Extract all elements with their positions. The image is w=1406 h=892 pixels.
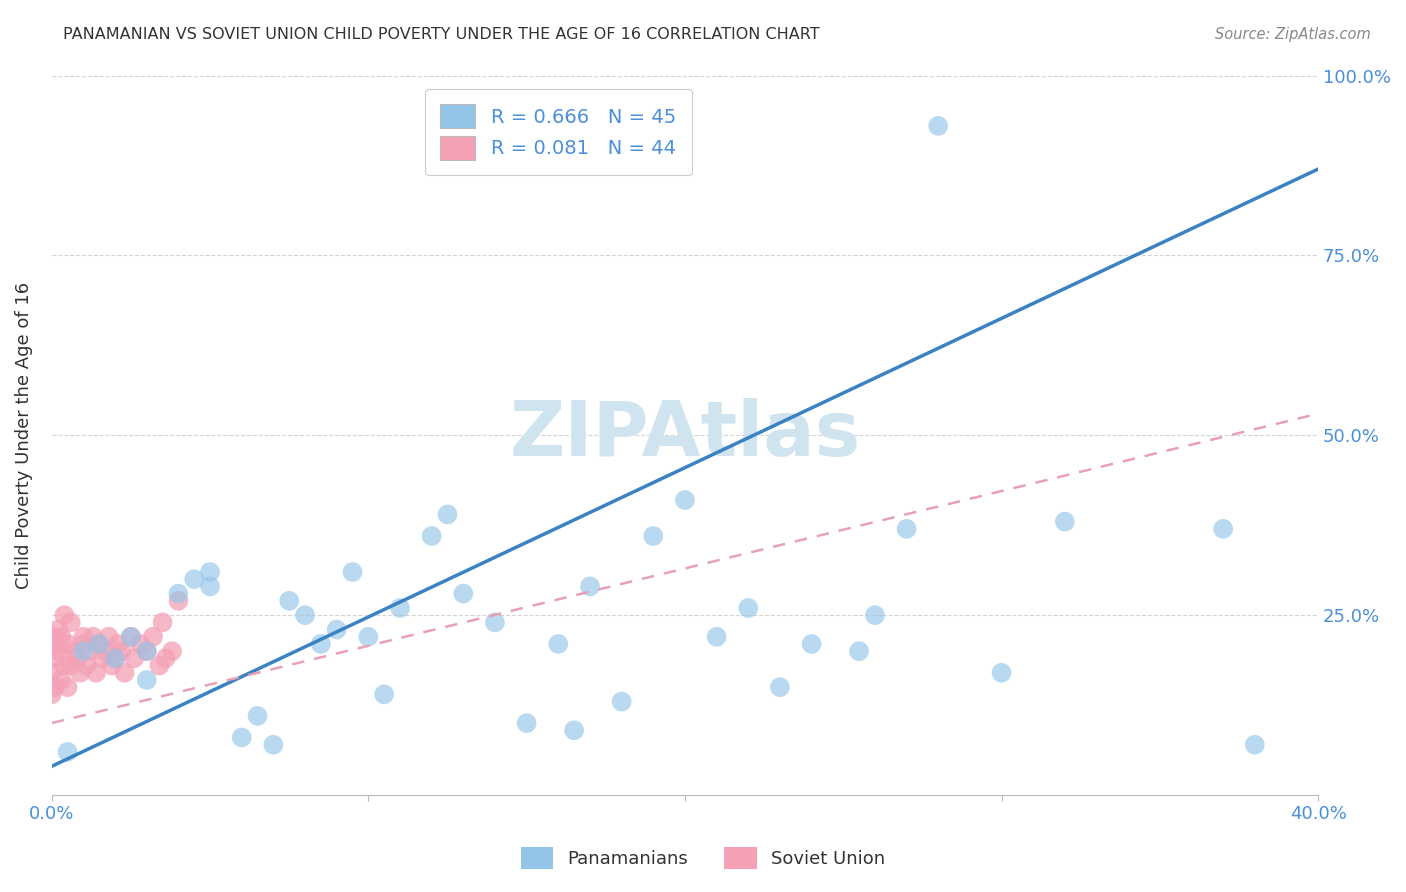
Point: [51, 673, 73, 687]
Point: [1053, 515, 1076, 529]
Point: [120, 630, 142, 644]
Point: [114, 665, 136, 680]
Point: [167, 594, 190, 608]
Point: [72, 644, 94, 658]
Point: [41, 630, 63, 644]
Point: [44, 651, 66, 665]
Point: [66, 651, 89, 665]
Point: [91, 651, 114, 665]
Point: [79, 644, 101, 658]
Point: [63, 644, 86, 658]
Point: [246, 709, 269, 723]
Point: [41, 665, 63, 680]
Y-axis label: Child Poverty Under the Age of 16: Child Poverty Under the Age of 16: [15, 282, 32, 589]
Point: [167, 586, 190, 600]
Point: [84, 665, 107, 680]
Point: [484, 615, 506, 630]
Point: [388, 601, 411, 615]
Point: [94, 644, 117, 658]
Point: [107, 637, 129, 651]
Point: [863, 608, 886, 623]
Point: [44, 637, 66, 651]
Point: [769, 680, 792, 694]
Point: [562, 723, 585, 738]
Point: [579, 579, 602, 593]
Point: [69, 665, 91, 680]
Point: [198, 565, 221, 579]
Point: [1212, 522, 1234, 536]
Point: [135, 644, 157, 658]
Point: [278, 594, 301, 608]
Point: [357, 630, 380, 644]
Text: PANAMANIAN VS SOVIET UNION CHILD POVERTY UNDER THE AGE OF 16 CORRELATION CHART: PANAMANIAN VS SOVIET UNION CHILD POVERTY…: [63, 27, 820, 42]
Point: [148, 658, 170, 673]
Point: [56, 637, 79, 651]
Point: [53, 658, 76, 673]
Point: [104, 651, 127, 665]
Text: Source: ZipAtlas.com: Source: ZipAtlas.com: [1215, 27, 1371, 42]
Point: [1243, 738, 1265, 752]
Point: [41, 687, 63, 701]
Point: [342, 565, 364, 579]
Point: [72, 630, 94, 644]
Point: [160, 644, 183, 658]
Point: [82, 630, 104, 644]
Point: [110, 644, 132, 658]
Text: ZIPAtlas: ZIPAtlas: [509, 399, 860, 472]
Point: [46, 644, 69, 658]
Point: [453, 586, 475, 600]
Point: [89, 637, 111, 651]
Point: [129, 637, 152, 651]
Point: [547, 637, 569, 651]
Point: [155, 651, 177, 665]
Point: [120, 630, 142, 644]
Point: [72, 637, 94, 651]
Point: [122, 651, 145, 665]
Point: [800, 637, 823, 651]
Point: [231, 731, 253, 745]
Point: [516, 716, 538, 731]
Point: [89, 637, 111, 651]
Point: [101, 658, 124, 673]
Point: [135, 673, 157, 687]
Point: [59, 658, 82, 673]
Point: [673, 493, 696, 508]
Point: [44, 680, 66, 694]
Point: [420, 529, 443, 543]
Point: [927, 119, 949, 133]
Point: [46, 623, 69, 637]
Point: [309, 637, 332, 651]
Legend: Panamanians, Soviet Union: Panamanians, Soviet Union: [512, 838, 894, 879]
Point: [436, 508, 458, 522]
Point: [53, 608, 76, 623]
Point: [990, 665, 1012, 680]
Point: [51, 630, 73, 644]
Point: [610, 694, 633, 708]
Point: [706, 630, 728, 644]
Point: [97, 630, 120, 644]
Point: [59, 615, 82, 630]
Legend: R = 0.666   N = 45, R = 0.081   N = 44: R = 0.666 N = 45, R = 0.081 N = 44: [425, 89, 692, 175]
Point: [896, 522, 918, 536]
Point: [198, 579, 221, 593]
Point: [142, 630, 165, 644]
Point: [848, 644, 870, 658]
Point: [373, 687, 395, 701]
Point: [56, 745, 79, 759]
Point: [262, 738, 284, 752]
Point: [56, 680, 79, 694]
Point: [104, 651, 127, 665]
Point: [643, 529, 665, 543]
Point: [294, 608, 316, 623]
Point: [183, 572, 205, 586]
Point: [135, 644, 157, 658]
Point: [737, 601, 759, 615]
Point: [76, 658, 98, 673]
Point: [152, 615, 174, 630]
Point: [325, 623, 347, 637]
